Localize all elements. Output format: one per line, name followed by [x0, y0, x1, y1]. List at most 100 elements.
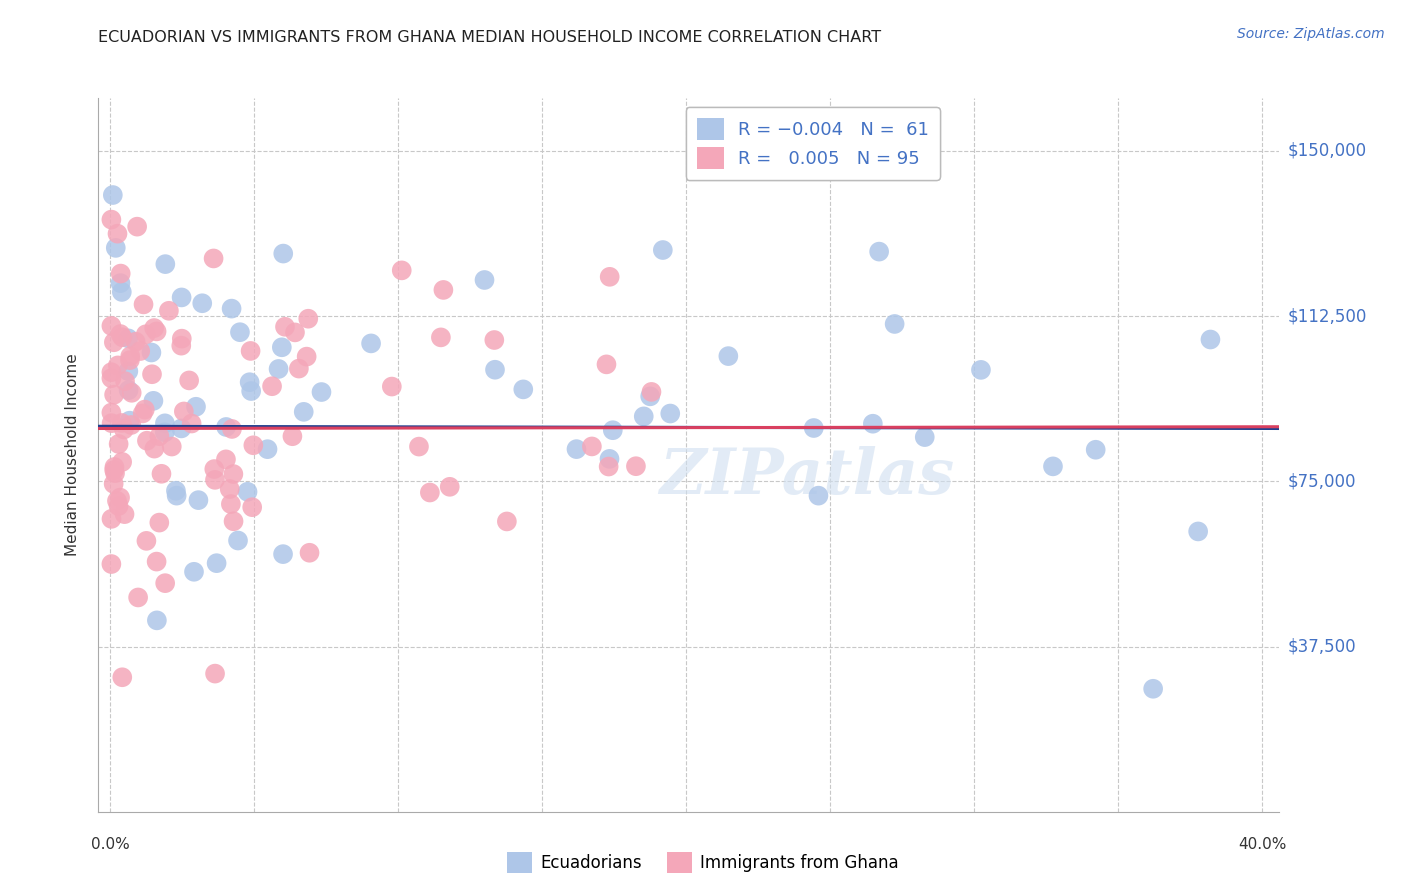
- Point: [107, 437, 129, 451]
- Text: $112,500: $112,500: [1288, 307, 1367, 326]
- Point: [624, 459, 647, 474]
- Point: [242, 438, 264, 452]
- Point: [204, 666, 226, 681]
- Point: [114, 374, 136, 388]
- Point: [311, 385, 333, 400]
- Text: ZIPatlas: ZIPatlas: [659, 446, 955, 507]
- Point: [281, 429, 304, 443]
- Point: [565, 442, 588, 457]
- Point: [439, 480, 461, 494]
- Point: [292, 405, 315, 419]
- Point: [112, 422, 135, 436]
- Point: [240, 384, 263, 398]
- Point: [381, 379, 404, 393]
- Point: [297, 311, 319, 326]
- Point: [229, 325, 252, 339]
- Point: [222, 467, 245, 481]
- Point: [110, 276, 132, 290]
- Point: [883, 317, 905, 331]
- Point: [640, 384, 662, 399]
- Point: [239, 375, 262, 389]
- Point: [419, 485, 441, 500]
- Point: [512, 383, 534, 397]
- Point: [100, 318, 122, 333]
- Point: [118, 414, 141, 428]
- Point: [107, 499, 129, 513]
- Point: [173, 404, 195, 418]
- Point: [107, 227, 129, 241]
- Point: [633, 409, 655, 424]
- Point: [118, 353, 141, 368]
- Point: [598, 459, 620, 474]
- Text: ECUADORIAN VS IMMIGRANTS FROM GHANA MEDIAN HOUSEHOLD INCOME CORRELATION CHART: ECUADORIAN VS IMMIGRANTS FROM GHANA MEDI…: [98, 29, 882, 45]
- Point: [222, 514, 245, 528]
- Point: [271, 547, 294, 561]
- Point: [135, 533, 157, 548]
- Point: [868, 244, 890, 259]
- Point: [219, 497, 242, 511]
- Point: [218, 482, 240, 496]
- Point: [143, 442, 166, 456]
- Point: [114, 507, 136, 521]
- Point: [131, 406, 153, 420]
- Point: [170, 290, 193, 304]
- Point: [100, 557, 122, 571]
- Point: [215, 452, 238, 467]
- Point: [187, 493, 209, 508]
- Point: [240, 500, 263, 515]
- Point: [103, 387, 125, 401]
- Point: [124, 334, 146, 349]
- Point: [270, 340, 292, 354]
- Point: [274, 319, 297, 334]
- Point: [432, 283, 454, 297]
- Legend: Ecuadorians, Immigrants from Ghana: Ecuadorians, Immigrants from Ghana: [501, 846, 905, 880]
- Point: [160, 440, 183, 454]
- Point: [117, 383, 139, 397]
- Text: Source: ZipAtlas.com: Source: ZipAtlas.com: [1237, 27, 1385, 41]
- Point: [651, 243, 673, 257]
- Point: [146, 613, 169, 627]
- Point: [599, 451, 621, 466]
- Point: [132, 297, 155, 311]
- Point: [120, 417, 142, 432]
- Point: [103, 476, 125, 491]
- Point: [100, 371, 122, 385]
- Point: [141, 345, 163, 359]
- Point: [183, 565, 205, 579]
- Point: [100, 212, 122, 227]
- Point: [103, 463, 125, 477]
- Point: [360, 336, 382, 351]
- Point: [221, 301, 243, 316]
- Point: [1199, 333, 1222, 347]
- Point: [267, 362, 290, 376]
- Point: [129, 344, 152, 359]
- Point: [110, 267, 132, 281]
- Point: [153, 417, 176, 431]
- Point: [103, 460, 125, 475]
- Point: [170, 339, 193, 353]
- Point: [170, 332, 193, 346]
- Point: [599, 269, 621, 284]
- Point: [484, 362, 506, 376]
- Point: [117, 364, 139, 378]
- Point: [191, 296, 214, 310]
- Point: [239, 343, 262, 358]
- Point: [104, 466, 127, 480]
- Point: [204, 473, 226, 487]
- Point: [1042, 459, 1064, 474]
- Point: [496, 515, 519, 529]
- Point: [288, 361, 311, 376]
- Point: [141, 368, 163, 382]
- Point: [408, 440, 430, 454]
- Point: [391, 263, 413, 277]
- Point: [226, 533, 249, 548]
- Point: [145, 325, 167, 339]
- Point: [153, 576, 176, 591]
- Point: [153, 425, 176, 440]
- Point: [148, 429, 170, 443]
- Legend: R = −0.004   N =  61, R =   0.005   N = 95: R = −0.004 N = 61, R = 0.005 N = 95: [686, 107, 939, 180]
- Point: [1187, 524, 1209, 539]
- Point: [145, 555, 167, 569]
- Point: [474, 273, 496, 287]
- Point: [108, 491, 131, 505]
